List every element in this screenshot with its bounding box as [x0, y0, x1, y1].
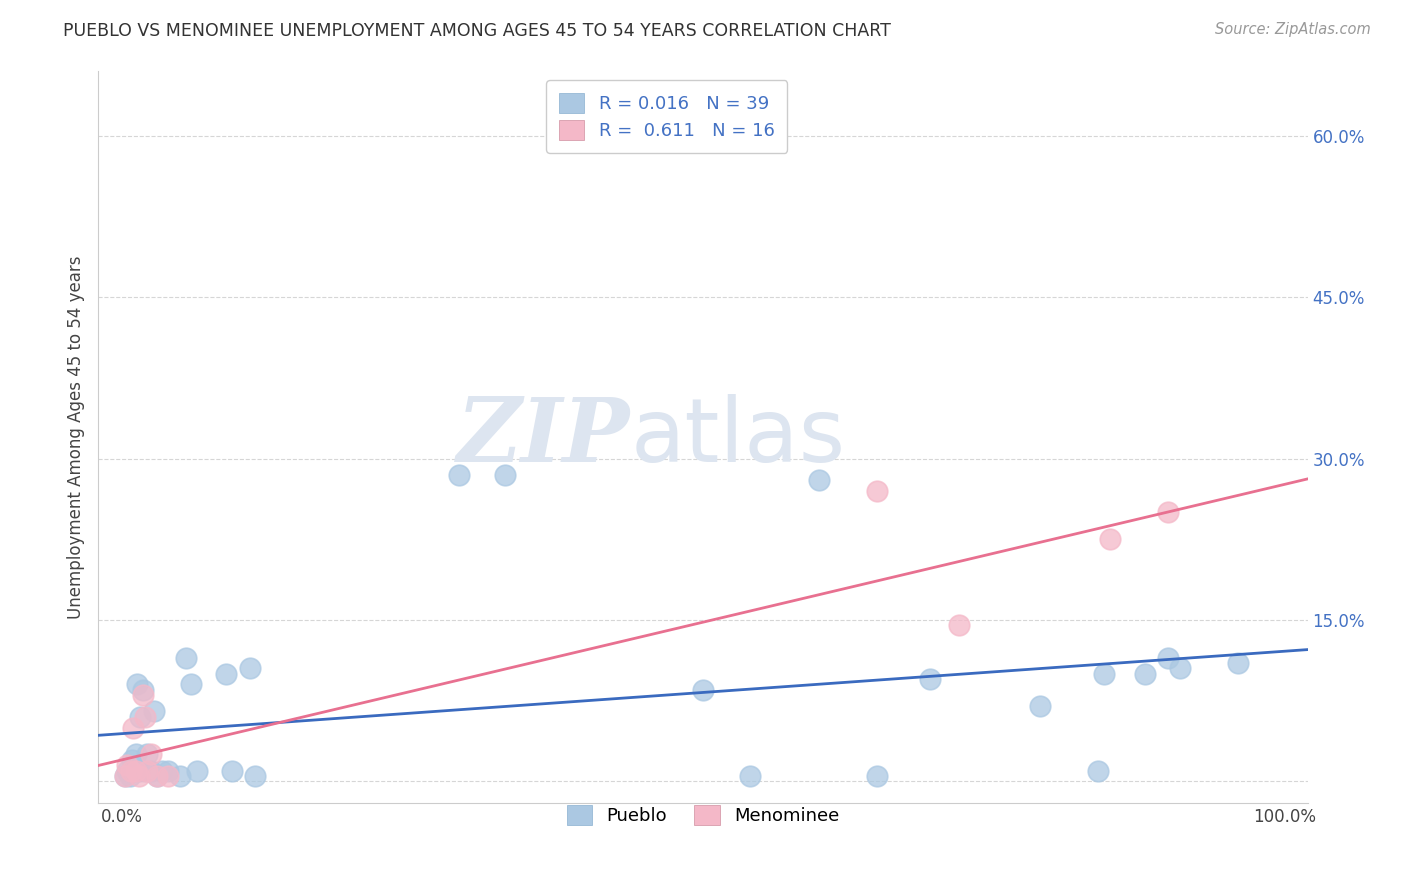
Point	[1157, 650, 1180, 665]
Point	[150, 764, 173, 778]
Point	[494, 467, 516, 482]
Point	[139, 747, 162, 762]
Point	[157, 764, 180, 778]
Point	[1092, 666, 1115, 681]
Text: atlas: atlas	[630, 393, 845, 481]
Point	[124, 764, 146, 778]
Point	[139, 764, 162, 778]
Point	[114, 769, 136, 783]
Point	[128, 764, 150, 778]
Y-axis label: Unemployment Among Ages 45 to 54 years: Unemployment Among Ages 45 to 54 years	[66, 255, 84, 619]
Point	[948, 618, 970, 632]
Point	[134, 710, 156, 724]
Point	[1087, 764, 1109, 778]
Point	[129, 710, 152, 724]
Point	[131, 682, 153, 697]
Point	[808, 473, 831, 487]
Point	[136, 747, 159, 762]
Point	[239, 661, 262, 675]
Point	[174, 650, 197, 665]
Point	[122, 721, 145, 735]
Point	[122, 764, 145, 778]
Point	[134, 764, 156, 778]
Point	[125, 677, 148, 691]
Point	[1029, 698, 1052, 713]
Point	[145, 769, 167, 783]
Point	[157, 769, 180, 783]
Point	[1226, 656, 1249, 670]
Point	[118, 769, 141, 783]
Point	[245, 769, 267, 783]
Point	[1157, 505, 1180, 519]
Text: Source: ZipAtlas.com: Source: ZipAtlas.com	[1215, 22, 1371, 37]
Point	[738, 769, 761, 783]
Point	[866, 483, 889, 498]
Point	[117, 758, 139, 772]
Point	[1168, 661, 1191, 675]
Text: PUEBLO VS MENOMINEE UNEMPLOYMENT AMONG AGES 45 TO 54 YEARS CORRELATION CHART: PUEBLO VS MENOMINEE UNEMPLOYMENT AMONG A…	[63, 22, 891, 40]
Point	[186, 764, 208, 778]
Point	[128, 769, 150, 783]
Point	[866, 769, 889, 783]
Point	[143, 705, 166, 719]
Point	[1098, 533, 1121, 547]
Point	[447, 467, 470, 482]
Text: ZIP: ZIP	[457, 394, 630, 480]
Point	[124, 747, 146, 762]
Point	[117, 764, 139, 778]
Point	[131, 688, 153, 702]
Point	[215, 666, 238, 681]
Point	[120, 764, 142, 778]
Point	[180, 677, 202, 691]
Point	[121, 753, 143, 767]
Point	[1133, 666, 1156, 681]
Point	[136, 764, 159, 778]
Point	[114, 769, 136, 783]
Point	[145, 769, 167, 783]
Point	[692, 682, 714, 697]
Point	[918, 672, 941, 686]
Point	[221, 764, 243, 778]
Point	[169, 769, 191, 783]
Legend: Pueblo, Menominee: Pueblo, Menominee	[554, 792, 852, 838]
